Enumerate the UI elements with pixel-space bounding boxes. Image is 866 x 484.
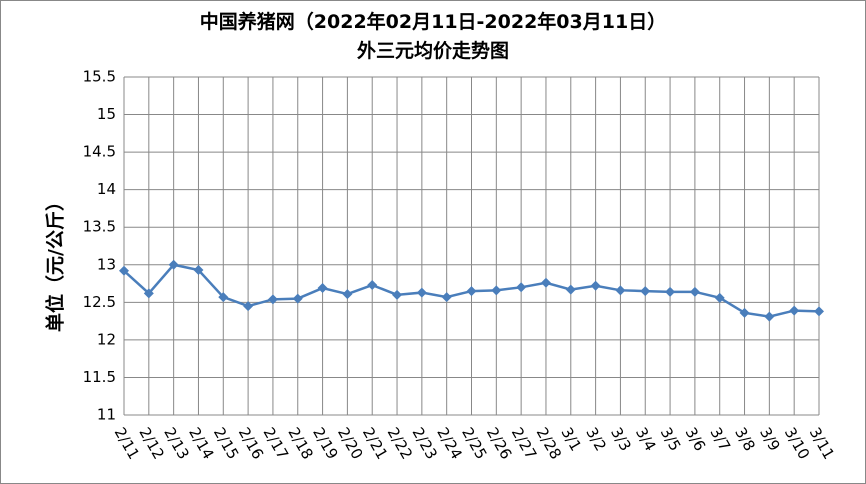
chart-subtitle: 外三元均价走势图	[357, 39, 509, 62]
y-tick-label: 11	[97, 406, 116, 424]
point	[814, 306, 824, 317]
point	[516, 282, 527, 293]
y-tick-label: 15	[97, 105, 116, 123]
point	[689, 286, 700, 297]
point	[491, 285, 502, 296]
point	[416, 287, 427, 298]
point	[640, 286, 651, 297]
y-axis-label: 单位（元/公斤）	[44, 192, 67, 332]
point	[367, 280, 378, 291]
y-tick-label: 12	[97, 330, 116, 348]
point	[243, 301, 254, 312]
y-tick-label: 14.5	[83, 143, 116, 161]
point	[764, 311, 775, 322]
point	[193, 265, 204, 276]
point	[317, 283, 328, 294]
point	[168, 259, 179, 270]
point	[441, 292, 452, 303]
point	[590, 280, 601, 291]
point	[342, 289, 353, 300]
y-tick-label: 11.5	[83, 368, 116, 386]
chart-title: 中国养猪网（2022年02月11日-2022年03月11日）	[200, 10, 666, 33]
y-tick-label: 15.5	[83, 68, 116, 86]
point	[565, 284, 576, 295]
point	[119, 265, 129, 276]
point	[143, 288, 154, 299]
point	[714, 292, 725, 303]
y-tick-label: 14	[97, 180, 116, 198]
y-tick-label: 12.5	[83, 293, 116, 311]
y-tick-label: 13.5	[83, 218, 116, 236]
point	[665, 286, 676, 297]
point	[540, 277, 551, 288]
point	[615, 285, 626, 296]
point	[739, 307, 750, 318]
point	[267, 294, 278, 305]
point	[789, 305, 800, 316]
y-tick-label: 13	[97, 255, 116, 273]
point	[392, 289, 403, 300]
point	[292, 293, 303, 304]
point	[218, 292, 229, 303]
point	[466, 286, 477, 297]
